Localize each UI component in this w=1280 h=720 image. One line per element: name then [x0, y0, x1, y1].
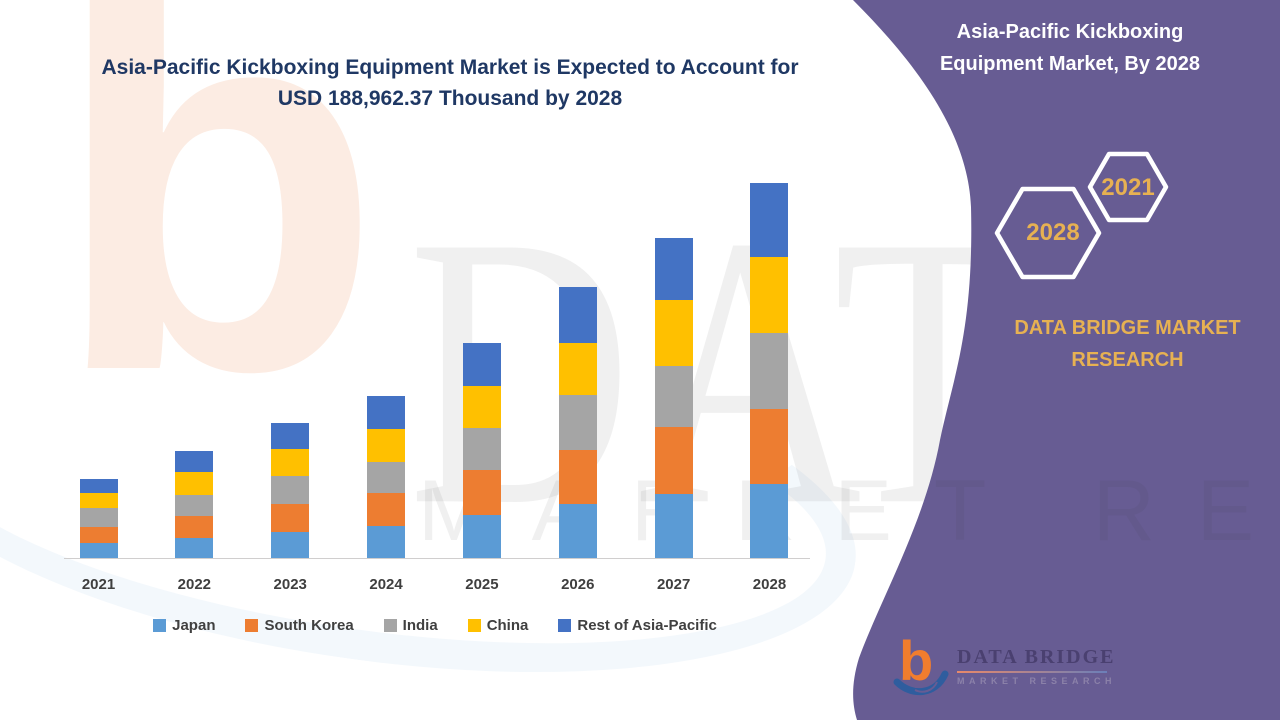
- bar-2021-segment-south-korea: [79, 526, 118, 543]
- purple-panel-path: [853, 0, 1280, 720]
- legend-swatch-icon: [383, 619, 397, 632]
- bar-2023-segment-india: [271, 476, 310, 504]
- bar-2022-segment-rest-of-asia-pacific: [175, 451, 214, 472]
- hexagon-year-2021: 2021: [1101, 174, 1155, 201]
- bar-2028-segment-india: [750, 333, 789, 410]
- bar-2023-segment-japan: [271, 531, 310, 558]
- side-panel-brand-text: DATA BRIDGE MARKET RESEARCH: [1014, 317, 1241, 371]
- x-axis-label-2025: 2025: [465, 576, 499, 593]
- legend-label: Rest of Asia-Pacific: [577, 617, 717, 634]
- bar-2028-segment-rest-of-asia-pacific: [750, 183, 789, 258]
- hexagon-year-2028: 2028: [1026, 219, 1080, 246]
- bar-2024-segment-china: [367, 428, 406, 463]
- x-axis-label-2021: 2021: [81, 576, 116, 593]
- side-panel-title: Asia-Pacific Kickboxing Equipment Market…: [939, 21, 1201, 75]
- legend-item-south-korea: South Korea: [245, 617, 354, 634]
- bar-2025-segment-south-korea: [462, 470, 501, 516]
- bar-2026-segment-india: [558, 395, 597, 450]
- bar-2026-segment-south-korea: [558, 449, 597, 505]
- bar-2023-segment-china: [271, 448, 310, 477]
- bar-2027-segment-china: [654, 300, 693, 366]
- bar-2028-segment-japan: [750, 484, 789, 558]
- x-axis-label-2024: 2024: [369, 576, 403, 593]
- x-axis-label-2026: 2026: [561, 576, 595, 593]
- bar-2022-segment-south-korea: [175, 515, 214, 538]
- bar-2021-segment-china: [79, 492, 118, 509]
- bar-2025-segment-rest-of-asia-pacific: [462, 342, 501, 387]
- bar-2027-segment-south-korea: [654, 427, 693, 494]
- chart-legend: Japan South Korea India China Rest of Asia-P…: [70, 617, 800, 634]
- footer-logo-text: DATA BRIDGE MARKET RESEARCH: [957, 646, 1116, 686]
- bar-2026-segment-china: [558, 343, 597, 396]
- bar-2026-segment-japan: [558, 504, 597, 558]
- bar-2024-segment-japan: [367, 526, 406, 558]
- bar-2025-segment-china: [462, 386, 501, 429]
- bar-2026-segment-rest-of-asia-pacific: [558, 287, 597, 344]
- x-axis-label-2027: 2027: [656, 576, 691, 593]
- bar-2023-segment-south-korea: [271, 503, 310, 532]
- legend-swatch-icon: [153, 619, 167, 632]
- bar-2021-segment-rest-of-asia-pacific: [79, 478, 118, 493]
- bar-2023: [271, 422, 310, 558]
- legend-swatch-icon: [467, 619, 481, 632]
- hexagon-2028-outline: [994, 186, 1102, 280]
- bar-2025-segment-japan: [462, 515, 501, 558]
- footer-logo-brand: DATA BRIDGE: [957, 646, 1116, 668]
- bar-2022-segment-india: [175, 494, 214, 516]
- bar-2022: [175, 451, 214, 558]
- footer-logo-divider: [957, 671, 1107, 673]
- x-axis-label-2022: 2022: [177, 576, 212, 593]
- legend-label: Japan: [172, 617, 216, 634]
- bar-2024-segment-india: [367, 462, 406, 494]
- legend-label: China: [486, 617, 529, 634]
- bar-2024: [367, 396, 406, 558]
- legend-label: South Korea: [264, 617, 354, 634]
- watermark-b-logo: b: [52, 0, 382, 483]
- legend-item-china: China: [467, 617, 529, 634]
- bar-2027-segment-rest-of-asia-pacific: [654, 238, 693, 301]
- legend-label: India: [402, 617, 438, 634]
- bar-2021-segment-japan: [79, 542, 118, 558]
- svg-text:b: b: [899, 634, 933, 692]
- footer-logo-sub: MARKET RESEARCH: [957, 676, 1117, 686]
- bar-2027-segment-japan: [654, 493, 693, 558]
- x-axis-label-2028: 2028: [752, 576, 787, 593]
- hexagon-2021-outline: [1087, 151, 1169, 223]
- bar-2025-segment-india: [462, 428, 501, 471]
- bar-2028-segment-china: [750, 257, 789, 334]
- data-bridge-logo-icon: b: [893, 634, 949, 696]
- bar-2022-segment-japan: [175, 538, 214, 558]
- legend-swatch-icon: [245, 619, 259, 632]
- bar-2026: [558, 287, 597, 558]
- chart-title-line1: Asia-Pacific Kickboxing Equipment Market…: [101, 56, 799, 79]
- bar-2027: [654, 238, 693, 558]
- x-axis-line: [64, 558, 810, 559]
- legend-swatch-icon: [558, 619, 572, 632]
- legend-item-japan: Japan: [153, 617, 215, 634]
- bar-2022-segment-china: [175, 471, 214, 495]
- bar-2021: [79, 478, 118, 558]
- legend-item-rest-of-asia-pacific: Rest of Asia-Pacific: [558, 617, 717, 634]
- legend-item-india: India: [383, 617, 438, 634]
- bar-2021-segment-india: [79, 508, 118, 527]
- bar-2024-segment-south-korea: [367, 493, 406, 527]
- bar-2028-segment-south-korea: [750, 409, 789, 485]
- chart-title: Asia-Pacific Kickboxing Equipment Market…: [70, 52, 830, 114]
- footer-logo: b DATA BRIDGE MARKET RESEARCH: [893, 634, 1116, 698]
- bar-2023-segment-rest-of-asia-pacific: [271, 422, 310, 449]
- bar-2027-segment-india: [654, 365, 693, 428]
- bar-2025: [462, 342, 501, 558]
- chart-title-line2: USD 188,962.37 Thousand by 2028: [277, 87, 623, 110]
- bar-2028: [750, 183, 789, 558]
- x-axis-label-2023: 2023: [273, 576, 307, 593]
- bar-2024-segment-rest-of-asia-pacific: [367, 396, 406, 429]
